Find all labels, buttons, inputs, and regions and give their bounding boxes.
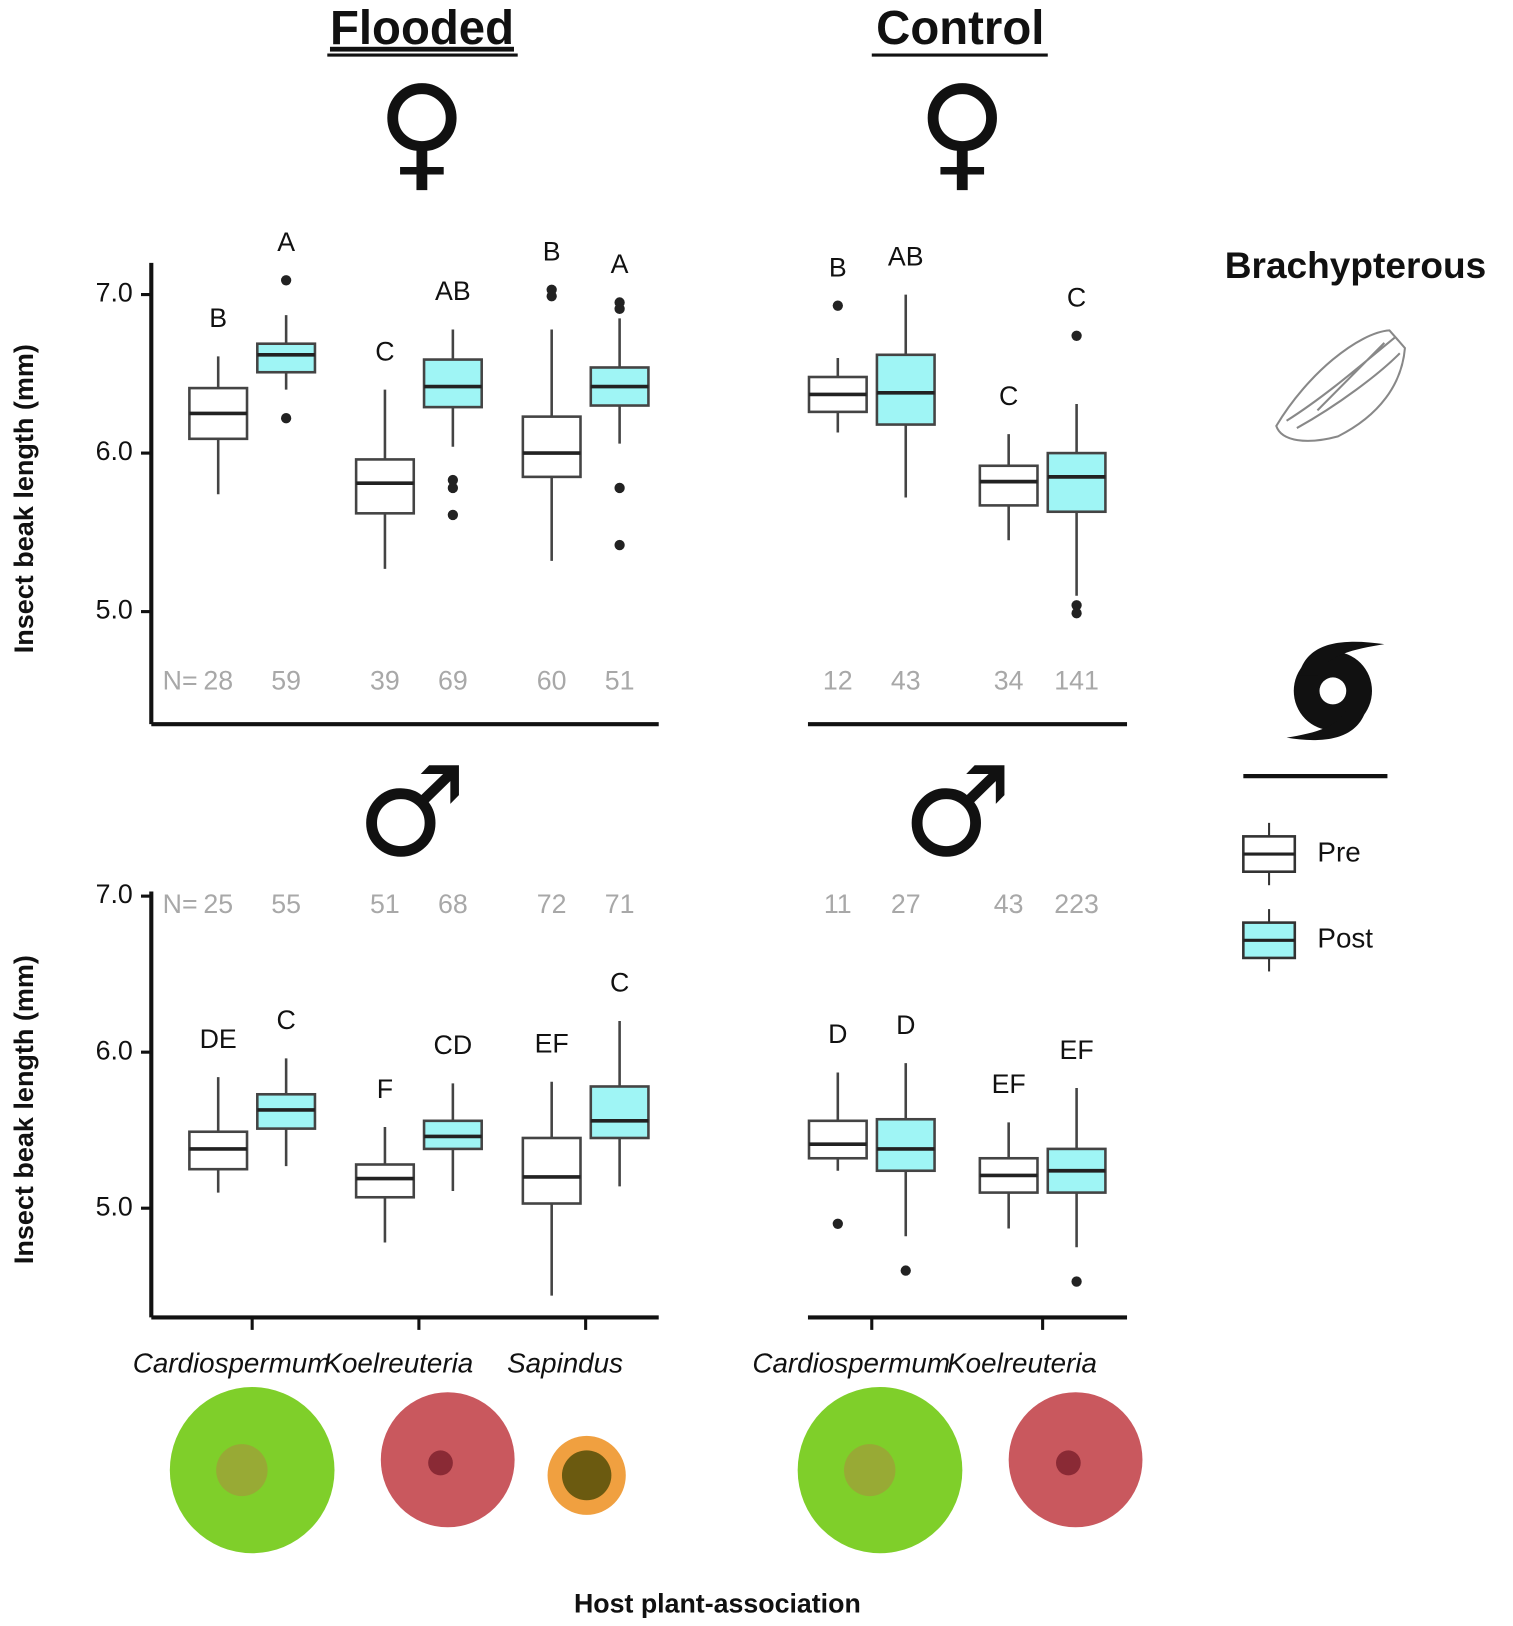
outlier (447, 509, 459, 521)
box (354, 1163, 416, 1199)
n-label: 11 (824, 889, 852, 919)
n-label: 51 (605, 666, 635, 696)
legend-label: Post (1317, 923, 1373, 954)
n-label: 59 (271, 666, 301, 696)
sex-symbol: ♂ (356, 741, 467, 886)
n-label: 72 (537, 889, 567, 919)
n-label: 69 (438, 666, 468, 696)
box (422, 358, 483, 409)
box (521, 415, 582, 479)
group-letter: DE (200, 1024, 237, 1054)
sex-symbol: ♀ (377, 60, 467, 205)
group-letter: B (543, 236, 561, 266)
outlier (280, 413, 292, 424)
n-label: 34 (994, 666, 1024, 696)
wing-icon (1275, 329, 1406, 442)
n-label: 60 (537, 666, 567, 696)
n-label: 25 (203, 889, 233, 919)
outlier (1071, 600, 1082, 611)
group-letter: EF (535, 1028, 569, 1058)
x-tick-label: Cardiospermum (133, 1348, 331, 1379)
outlier (832, 1218, 843, 1229)
group-letter: EF (992, 1069, 1026, 1099)
x-tick-label: Koelreuteria (947, 1348, 1097, 1379)
group-letter: A (277, 227, 295, 257)
n-label: 43 (891, 666, 921, 696)
x-tick-label: Sapindus (507, 1348, 623, 1379)
box (521, 1136, 582, 1205)
box (589, 1085, 650, 1140)
outlier (900, 1265, 911, 1276)
column-heading: Control (876, 2, 1044, 55)
y-tick-label: 6.0 (96, 1035, 133, 1065)
group-letter: EF (1060, 1035, 1094, 1065)
y-axis-label: Insect beak length (mm) (9, 344, 39, 653)
outlier (1071, 1276, 1082, 1287)
group-letter: B (829, 252, 847, 282)
n-prefix: N= (163, 889, 198, 919)
box (256, 342, 317, 374)
n-label: 28 (203, 666, 233, 696)
column-heading: Flooded (330, 2, 514, 55)
box (807, 1119, 868, 1160)
box (978, 464, 1039, 507)
box (875, 1117, 936, 1173)
group-letter: C (276, 1005, 295, 1035)
n-label: 27 (891, 889, 921, 919)
y-tick-label: 7.0 (96, 879, 133, 909)
box (875, 353, 936, 426)
outlier (614, 303, 625, 315)
n-label: 39 (370, 666, 400, 696)
y-tick-label: 5.0 (96, 595, 133, 625)
outlier (832, 300, 843, 311)
group-letter: D (828, 1019, 847, 1049)
outlier (447, 482, 459, 494)
outlier (447, 474, 459, 486)
outlier (614, 539, 625, 551)
group-letter: AB (435, 276, 471, 306)
sex-symbol: ♂ (902, 741, 1013, 886)
box (1046, 451, 1107, 514)
wing-label: Brachypterous (1225, 244, 1486, 286)
group-letter: C (610, 968, 629, 998)
n-label: 223 (1054, 889, 1099, 919)
sex-symbol: ♀ (917, 60, 1007, 205)
group-letter: AB (888, 241, 924, 271)
legend-label: Pre (1317, 836, 1360, 867)
n-label: 55 (271, 889, 301, 919)
group-letter: F (377, 1074, 393, 1104)
outlier (546, 290, 557, 302)
n-label: 43 (994, 889, 1024, 919)
y-tick-label: 5.0 (96, 1191, 133, 1221)
group-letter: C (999, 381, 1018, 411)
n-prefix: N= (163, 666, 198, 696)
group-letter: C (1067, 282, 1086, 312)
group-letter: C (375, 336, 394, 366)
outlier (1071, 608, 1082, 619)
y-axis-label: Insect beak length (mm) (9, 955, 39, 1264)
x-tick-label: Cardiospermum (752, 1348, 950, 1379)
outlier (1071, 330, 1082, 341)
n-label: 51 (370, 889, 400, 919)
n-label: 71 (605, 889, 635, 919)
host-images (169, 1387, 1143, 1554)
box (354, 458, 416, 515)
x-axis-label: Host plant-association (574, 1588, 861, 1618)
group-letter: A (611, 249, 629, 279)
n-label: 68 (438, 889, 468, 919)
y-tick-label: 7.0 (96, 278, 133, 308)
n-label: 12 (823, 666, 853, 696)
x-tick-label: Koelreuteria (323, 1348, 473, 1379)
hurricane-icon (1286, 641, 1385, 741)
outlier (614, 482, 625, 494)
n-label: 141 (1054, 666, 1099, 696)
group-letter: D (896, 1010, 915, 1040)
outlier (280, 275, 292, 286)
group-letter: B (209, 303, 227, 333)
group-letter: CD (434, 1030, 473, 1060)
y-tick-label: 6.0 (96, 436, 133, 466)
